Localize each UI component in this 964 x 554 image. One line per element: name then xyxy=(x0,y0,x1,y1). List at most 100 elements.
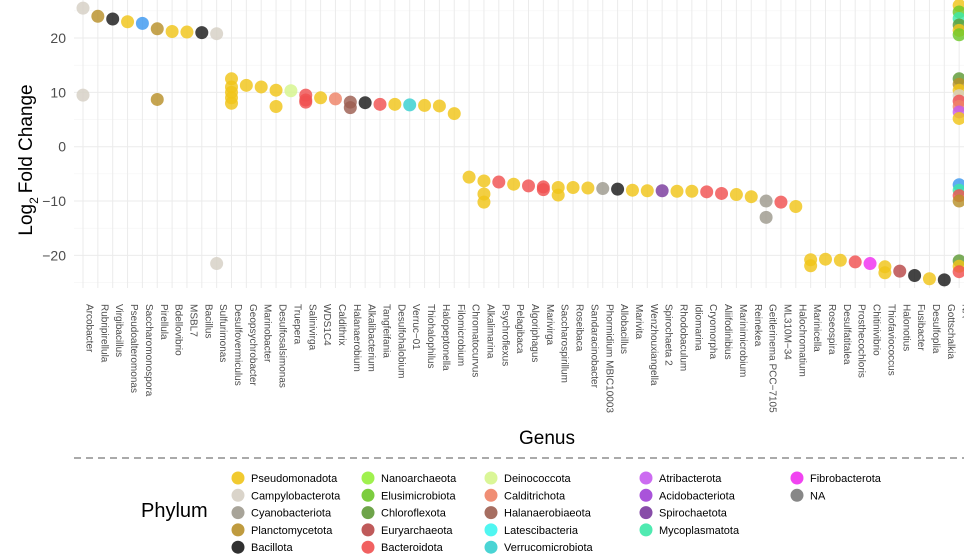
x-tick-label: Wenzhouxiangella xyxy=(648,304,659,386)
data-point xyxy=(685,184,699,198)
legend-label: Nanoarchaeota xyxy=(381,473,457,485)
x-tick-label: Spirochaeta 2 xyxy=(663,304,674,366)
x-tick-label: Idiomarina xyxy=(692,304,703,351)
data-point xyxy=(150,22,164,36)
data-point xyxy=(952,194,964,208)
legend-key xyxy=(790,471,804,485)
data-point xyxy=(225,96,238,110)
legend-label: Pseudomonadota xyxy=(251,473,338,485)
data-point xyxy=(833,253,847,267)
x-tick-label: Aliifodinibius xyxy=(722,304,733,360)
x-tick-label: Halochromatium xyxy=(796,304,807,377)
legend-label: Latescibacteria xyxy=(504,525,579,537)
x-tick-label: Verruc−01 xyxy=(410,304,421,350)
data-point xyxy=(789,199,803,213)
x-tick-label: Algoriphagus xyxy=(529,304,540,362)
x-tick-label: Rhodobaculum xyxy=(678,304,689,371)
data-point xyxy=(819,252,832,266)
x-tick-label: Chromatocurvus xyxy=(470,304,481,377)
data-point xyxy=(373,97,387,111)
x-tick-label: Chitinivibrio xyxy=(871,304,882,356)
legend-label: Elusimicrobiota xyxy=(381,490,456,502)
x-tick-label: Geitlerinema PCC−7105 xyxy=(767,304,778,413)
data-point xyxy=(150,92,164,106)
x-tick-label: Gottschalkia xyxy=(945,304,956,359)
x-tick-label: ML310M−34 xyxy=(781,304,792,360)
legend-key xyxy=(484,540,498,554)
data-point xyxy=(447,107,461,121)
data-point xyxy=(403,98,417,112)
x-tick-label: Phormidium MBIC10003 xyxy=(603,304,614,413)
data-points xyxy=(76,0,964,287)
data-point xyxy=(759,194,773,208)
data-point xyxy=(477,174,491,188)
legend-key xyxy=(484,523,498,537)
legend-label: Chloroflexota xyxy=(381,508,447,520)
legend-label: Bacillota xyxy=(251,542,293,554)
data-point xyxy=(611,182,625,196)
x-tick-label: Arcobacter xyxy=(84,304,95,353)
data-point xyxy=(670,184,684,198)
legend-key xyxy=(639,488,653,502)
legend-label: Planctomycetota xyxy=(251,525,333,537)
legend-label: Atribacterota xyxy=(659,473,722,485)
x-tick-label: Caldithrix xyxy=(336,304,347,346)
data-point xyxy=(908,269,922,283)
x-tick-label: Thiohalophilus xyxy=(425,304,436,369)
data-point xyxy=(492,175,506,189)
x-tick-label: Desulfoplia xyxy=(930,304,941,354)
x-tick-label: Bdellovibrio xyxy=(173,304,184,356)
x-tick-label: Geopsychrobacter xyxy=(247,304,258,386)
data-point xyxy=(462,170,476,184)
data-point xyxy=(655,184,669,198)
legend: Pseudomonadota Campylobacterota Cyanobacte… xyxy=(231,471,882,554)
data-point xyxy=(343,101,357,115)
data-point xyxy=(625,183,639,197)
data-point xyxy=(566,180,580,194)
y-axis-title: Log2Fold Change xyxy=(16,84,41,235)
legend-label: Deinococcota xyxy=(504,473,572,485)
x-tick-label: Thiofaviococcus xyxy=(885,304,896,376)
data-point xyxy=(269,83,283,97)
legend-key xyxy=(361,471,375,485)
x-tick-label: Marivirga xyxy=(544,304,555,346)
data-point xyxy=(863,257,877,271)
legend-label: Euryarchaeota xyxy=(381,525,453,537)
x-tick-label: Desulfatitalea xyxy=(841,304,852,365)
x-tick-label: Fusibacter xyxy=(915,304,926,351)
data-point xyxy=(922,272,936,286)
data-point xyxy=(536,183,550,197)
data-point xyxy=(239,78,253,92)
x-tick-label: Roseibaca xyxy=(574,304,585,352)
data-point xyxy=(269,100,283,114)
data-point xyxy=(893,264,907,278)
legend-key xyxy=(790,488,804,502)
x-tick-label: Truepera xyxy=(291,304,302,345)
grid-lines xyxy=(74,0,964,288)
data-point xyxy=(596,182,610,196)
x-tick-label: Desulfohalobium xyxy=(395,304,406,379)
data-point xyxy=(937,273,951,287)
data-point xyxy=(848,255,862,269)
data-point xyxy=(180,25,194,39)
legend-key xyxy=(361,540,375,554)
x-tick-label: Saccharomonospora xyxy=(143,304,154,397)
data-point xyxy=(759,210,773,224)
x-tick-label: Prosthecochloris xyxy=(856,304,867,378)
x-tick-label: Roseospira xyxy=(826,304,837,355)
legend-key xyxy=(361,488,375,502)
x-tick-label: Pirellula xyxy=(158,304,169,340)
x-tick-label: Filomicrobium xyxy=(455,304,466,366)
legend-label: Mycoplasmatota xyxy=(659,525,740,537)
data-point xyxy=(388,97,402,111)
legend-key xyxy=(639,506,653,520)
legend-label: Bacteroidota xyxy=(381,542,444,554)
data-point xyxy=(878,266,892,280)
y-tick-label: 0 xyxy=(58,139,66,155)
legend-label: Fibrobacterota xyxy=(810,473,882,485)
x-tick-label: Psychroflexus xyxy=(499,304,510,366)
legend-label: NA xyxy=(810,490,826,502)
data-point xyxy=(774,195,788,209)
data-point xyxy=(952,265,964,279)
data-point xyxy=(729,188,743,202)
